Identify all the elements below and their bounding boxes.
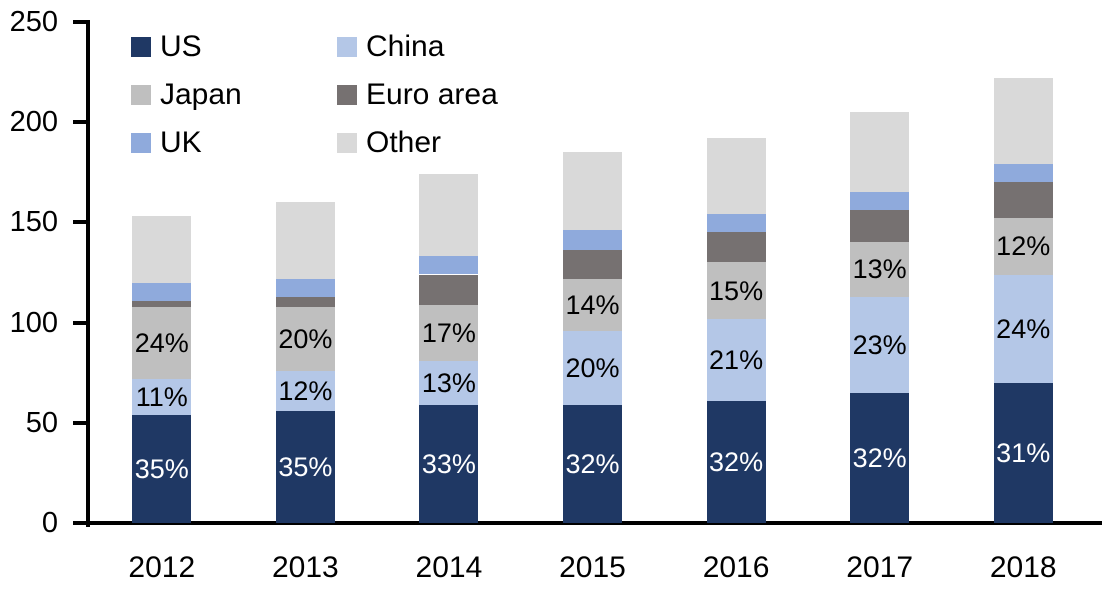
bar-2012-other-segment xyxy=(132,216,192,283)
bar-2012-euro-area-segment xyxy=(132,300,192,307)
legend-label-china: China xyxy=(366,30,445,63)
bar-2012-us-segment xyxy=(132,414,192,523)
bar-2012-japan-segment xyxy=(132,306,192,379)
y-tick-label-100: 100 xyxy=(9,306,58,339)
legend-swatch-uk-icon xyxy=(131,133,151,153)
legend-label-other: Other xyxy=(366,126,442,159)
bar-2017-other-segment xyxy=(850,112,910,193)
y-tick-50 xyxy=(73,420,86,425)
bar-2017-uk-segment xyxy=(850,192,910,211)
bar-2016-euro-area-segment xyxy=(706,232,766,263)
bar-2015-uk-segment xyxy=(563,230,622,251)
legend-item-uk: UK xyxy=(131,127,337,159)
y-tick-label-250: 250 xyxy=(9,6,58,38)
legend-label-uk: UK xyxy=(160,126,202,159)
bar-2018-other-segment xyxy=(993,78,1053,165)
bar-2015-us-segment xyxy=(563,404,622,523)
bar-2016-japan-segment xyxy=(706,262,766,319)
legend-label-japan: Japan xyxy=(160,78,242,111)
bar-2018-us-segment xyxy=(993,382,1053,523)
legend-item-us: US xyxy=(131,31,337,63)
y-tick-label-150: 150 xyxy=(9,206,58,239)
bar-2016-uk-segment xyxy=(706,214,766,233)
legend-item-china: China xyxy=(337,31,498,63)
bar-2013-other-segment xyxy=(275,202,335,279)
bar-2013-china-segment xyxy=(275,370,335,411)
year-label-2012: 2012 xyxy=(128,551,196,584)
y-tick-label-200: 200 xyxy=(9,106,58,139)
bar-2016-other-segment xyxy=(706,138,766,215)
bar-2014-us-segment xyxy=(419,404,479,523)
bar-2018-china-segment xyxy=(993,274,1053,383)
bar-2013-euro-area-segment xyxy=(275,296,335,307)
bar-2018-uk-segment xyxy=(993,164,1053,183)
year-label-2015: 2015 xyxy=(559,551,626,584)
x-axis-line xyxy=(86,521,1102,525)
bar-2014-other-segment xyxy=(419,174,479,257)
bar-2017-china-segment xyxy=(850,296,910,393)
y-tick-150 xyxy=(73,220,86,225)
year-label-2017: 2017 xyxy=(846,551,914,584)
bar-2018-japan-segment xyxy=(993,218,1053,275)
legend-swatch-japan-icon xyxy=(131,85,151,105)
bar-2012-china-segment xyxy=(132,378,192,415)
y-axis-line xyxy=(86,20,90,527)
bar-2013-uk-segment xyxy=(275,278,335,297)
y-tick-100 xyxy=(73,320,86,325)
legend-swatch-other-icon xyxy=(337,133,357,153)
year-label-2018: 2018 xyxy=(989,551,1057,584)
bar-2018-euro-area-segment xyxy=(993,182,1053,219)
year-label-2014: 2014 xyxy=(415,551,483,584)
bar-2016-us-segment xyxy=(706,400,766,523)
bar-2015-china-segment xyxy=(563,330,622,405)
bar-2014-japan-segment xyxy=(419,304,479,361)
bar-2013-us-segment xyxy=(275,410,335,523)
bar-2017-japan-segment xyxy=(850,242,910,297)
year-label-2013: 2013 xyxy=(271,551,339,584)
y-tick-0 xyxy=(73,521,86,525)
legend-swatch-us-icon xyxy=(131,37,151,57)
bar-2015-euro-area-segment xyxy=(563,250,622,279)
bar-2014-euro-area-segment xyxy=(419,274,479,305)
bar-2012-uk-segment xyxy=(132,282,192,301)
legend-label-us: US xyxy=(160,30,202,63)
bar-2016-china-segment xyxy=(706,318,766,401)
legend-swatch-euro-area-icon xyxy=(337,85,357,105)
bar-2015-other-segment xyxy=(563,152,622,231)
legend-swatch-china-icon xyxy=(337,37,357,57)
y-tick-label-0: 0 xyxy=(41,507,58,539)
year-label-2016: 2016 xyxy=(702,551,770,584)
bar-2015-japan-segment xyxy=(563,278,622,331)
legend-item-japan: Japan xyxy=(131,79,337,111)
bar-2013-japan-segment xyxy=(275,306,335,371)
y-tick-label-50: 50 xyxy=(25,406,58,439)
legend: US China Japan Euro area UK Other xyxy=(131,23,498,167)
bar-2014-china-segment xyxy=(419,360,479,405)
y-tick-200 xyxy=(73,120,86,125)
legend-item-other: Other xyxy=(337,127,498,159)
bar-2017-euro-area-segment xyxy=(850,210,910,243)
legend-label-euro-area: Euro area xyxy=(366,78,498,111)
legend-item-euro-area: Euro area xyxy=(337,79,498,111)
bar-2014-uk-segment xyxy=(419,256,479,275)
y-tick-250 xyxy=(73,20,86,24)
bar-2017-us-segment xyxy=(850,392,910,523)
